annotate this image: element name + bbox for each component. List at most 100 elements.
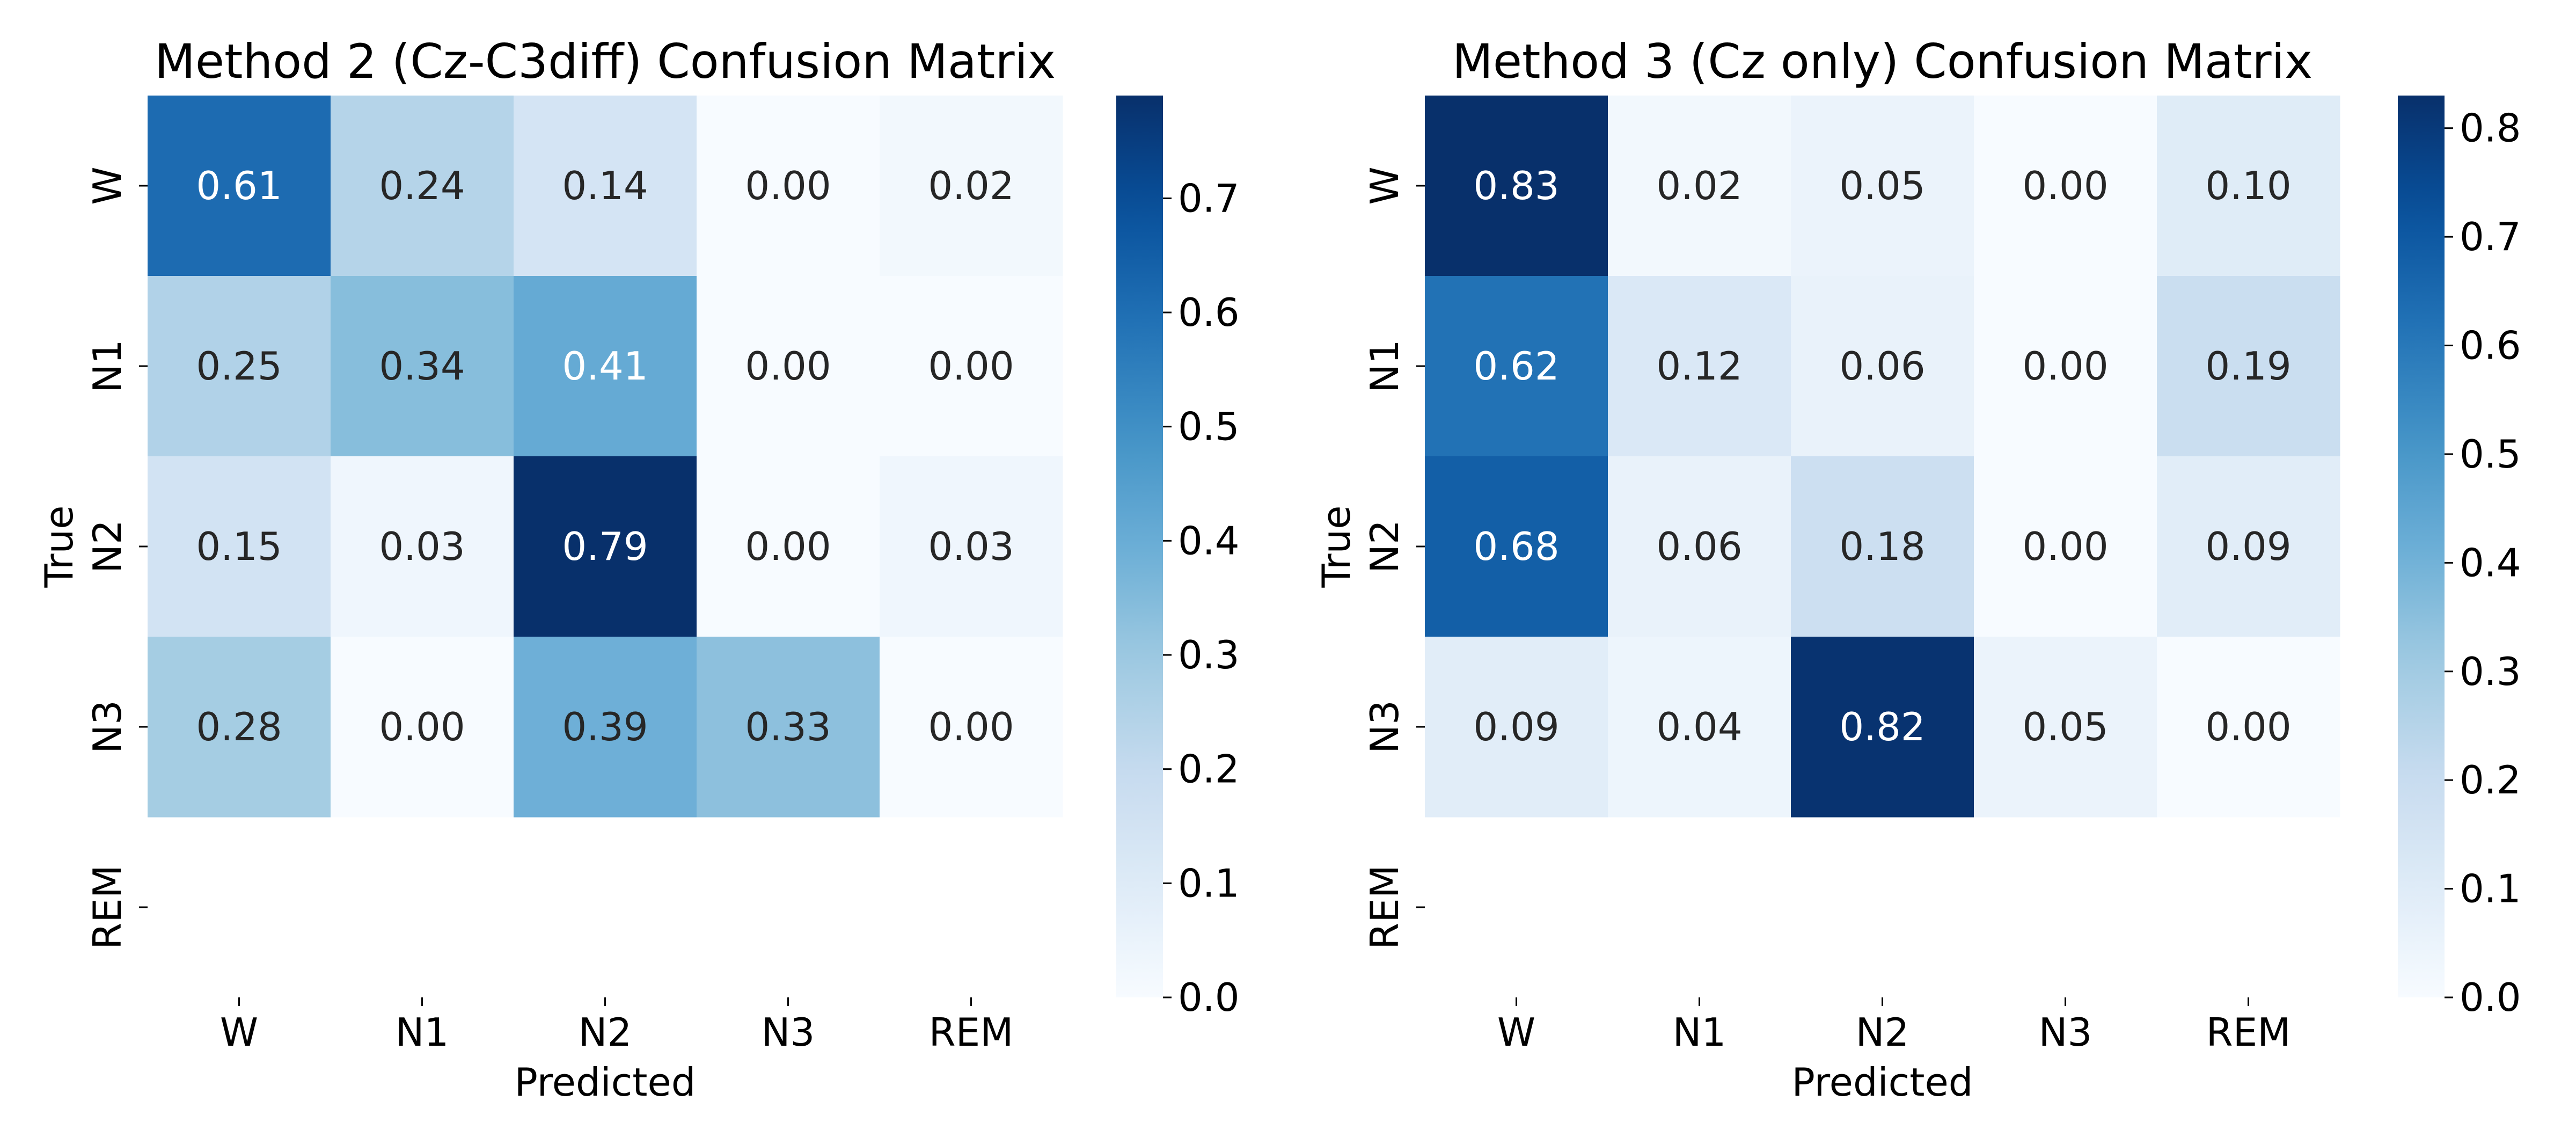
heatmap-cell [331,276,514,457]
heatmap-cell [2157,456,2340,637]
cell-value-label: 0.19 [2205,344,2291,389]
heatmap-cell [1791,637,1974,818]
heatmap-cell [1974,637,2157,818]
heatmap-cell [1425,96,1608,276]
cell-value-label: 0.04 [1656,704,1742,749]
x-tick-label: W [220,1010,258,1055]
y-tick-label: W [85,166,130,205]
cell-value-label: 0.03 [928,524,1014,569]
cell-value-label: 0.05 [2022,704,2108,749]
colorbar-tick-label: 0.1 [1178,861,1240,906]
heatmap-cell [1791,456,1974,637]
heatmap-cell [880,276,1063,457]
cell-value-label: 0.09 [2205,524,2291,569]
cell-value-label: 0.14 [562,163,648,208]
cell-value-label: 0.02 [928,163,1014,208]
heatmap-cell [697,456,880,637]
cell-value-label: 0.83 [1473,163,1559,208]
y-tick-label: N2 [85,520,130,573]
colorbar-tick-label: 0.5 [2460,432,2521,477]
x-tick-label: N3 [2039,1010,2092,1055]
cell-value-label: 0.12 [1656,344,1742,389]
heatmap-cell [331,637,514,818]
x-tick-label: W [1497,1010,1535,1055]
cell-value-label: 0.28 [196,704,282,749]
heatmap-cell [148,456,331,637]
y-tick-label: REM [1362,865,1407,950]
cell-value-label: 0.06 [1656,524,1742,569]
cell-value-label: 0.00 [2022,163,2108,208]
cell-value-label: 0.00 [928,344,1014,389]
colorbar-tick-label: 0.1 [2460,866,2521,912]
cell-value-label: 0.15 [196,524,282,569]
colorbar-tick-label: 0.7 [1178,176,1240,221]
heatmap-cell [697,637,880,818]
cell-value-label: 0.00 [2022,344,2108,389]
chart-title: Method 2 (Cz-C3diff) Confusion Matrix [155,34,1056,89]
heatmap-cell [514,96,697,276]
heatmap-cell [1608,456,1791,637]
x-tick-label: REM [2206,1010,2291,1055]
heatmap-cell [1425,276,1608,457]
heatmap-cell [1608,276,1791,457]
colorbar-tick-label: 0.3 [1178,632,1240,677]
heatmap-cell [880,456,1063,637]
colorbar-tick-label: 0.7 [2460,214,2521,259]
cell-value-label: 0.10 [2205,163,2291,208]
cell-value-label: 0.09 [1473,704,1559,749]
colorbar-tick-label: 0.0 [1178,975,1240,1020]
colorbar-tick-label: 0.3 [2460,649,2521,694]
heatmap-cell [1974,96,2157,276]
colorbar-tick-label: 0.5 [1178,404,1240,449]
cell-value-label: 0.68 [1473,524,1559,569]
x-tick-label: N1 [1673,1010,1726,1055]
heatmap-cell [331,456,514,637]
heatmap-cell [1608,96,1791,276]
cell-value-label: 0.00 [2205,704,2291,749]
heatmap-cell [2157,96,2340,276]
x-tick-label: N3 [762,1010,815,1055]
y-axis-label: True [36,506,82,588]
heatmap-cell [697,276,880,457]
y-tick-label: N1 [85,339,130,393]
cell-value-label: 0.24 [379,163,465,208]
cell-value-label: 0.39 [562,704,648,749]
cell-value-label: 0.05 [1839,163,1925,208]
cell-value-label: 0.41 [562,344,648,389]
y-tick-label: N2 [1362,520,1407,573]
heatmap-cell [1974,456,2157,637]
colorbar-tick-label: 0.2 [2460,757,2521,803]
heatmap-cell [148,96,331,276]
heatmap-cell [1425,456,1608,637]
colorbar [1116,96,1163,997]
cell-value-label: 0.00 [745,344,831,389]
cell-value-label: 0.25 [196,344,282,389]
x-tick-label: N2 [579,1010,632,1055]
y-tick-label: N3 [1362,700,1407,754]
heatmap-cell [514,276,697,457]
y-tick-label: W [1362,166,1407,205]
y-tick-label: N1 [1362,339,1407,393]
heatmap-cell [514,456,697,637]
heatmap-cell [2157,637,2340,818]
heatmap-cell [1791,276,1974,457]
colorbar-tick-label: 0.8 [2460,106,2521,151]
x-tick-label: REM [929,1010,1014,1055]
heatmap-cell [880,96,1063,276]
x-axis-label: Predicted [515,1060,696,1105]
colorbar-tick-label: 0.6 [1178,290,1240,335]
cell-value-label: 0.00 [379,704,465,749]
cell-value-label: 0.61 [196,163,282,208]
cell-value-label: 0.02 [1656,163,1742,208]
y-tick-label: REM [85,865,130,950]
colorbar-tick-label: 0.0 [2460,975,2521,1020]
heatmap-cell [880,637,1063,818]
heatmap-cell [1608,637,1791,818]
heatmap-cell [148,276,331,457]
heatmap-cell [2157,276,2340,457]
colorbar [2398,96,2445,997]
colorbar-tick-label: 0.2 [1178,747,1240,792]
y-axis-label: True [1314,506,1359,588]
